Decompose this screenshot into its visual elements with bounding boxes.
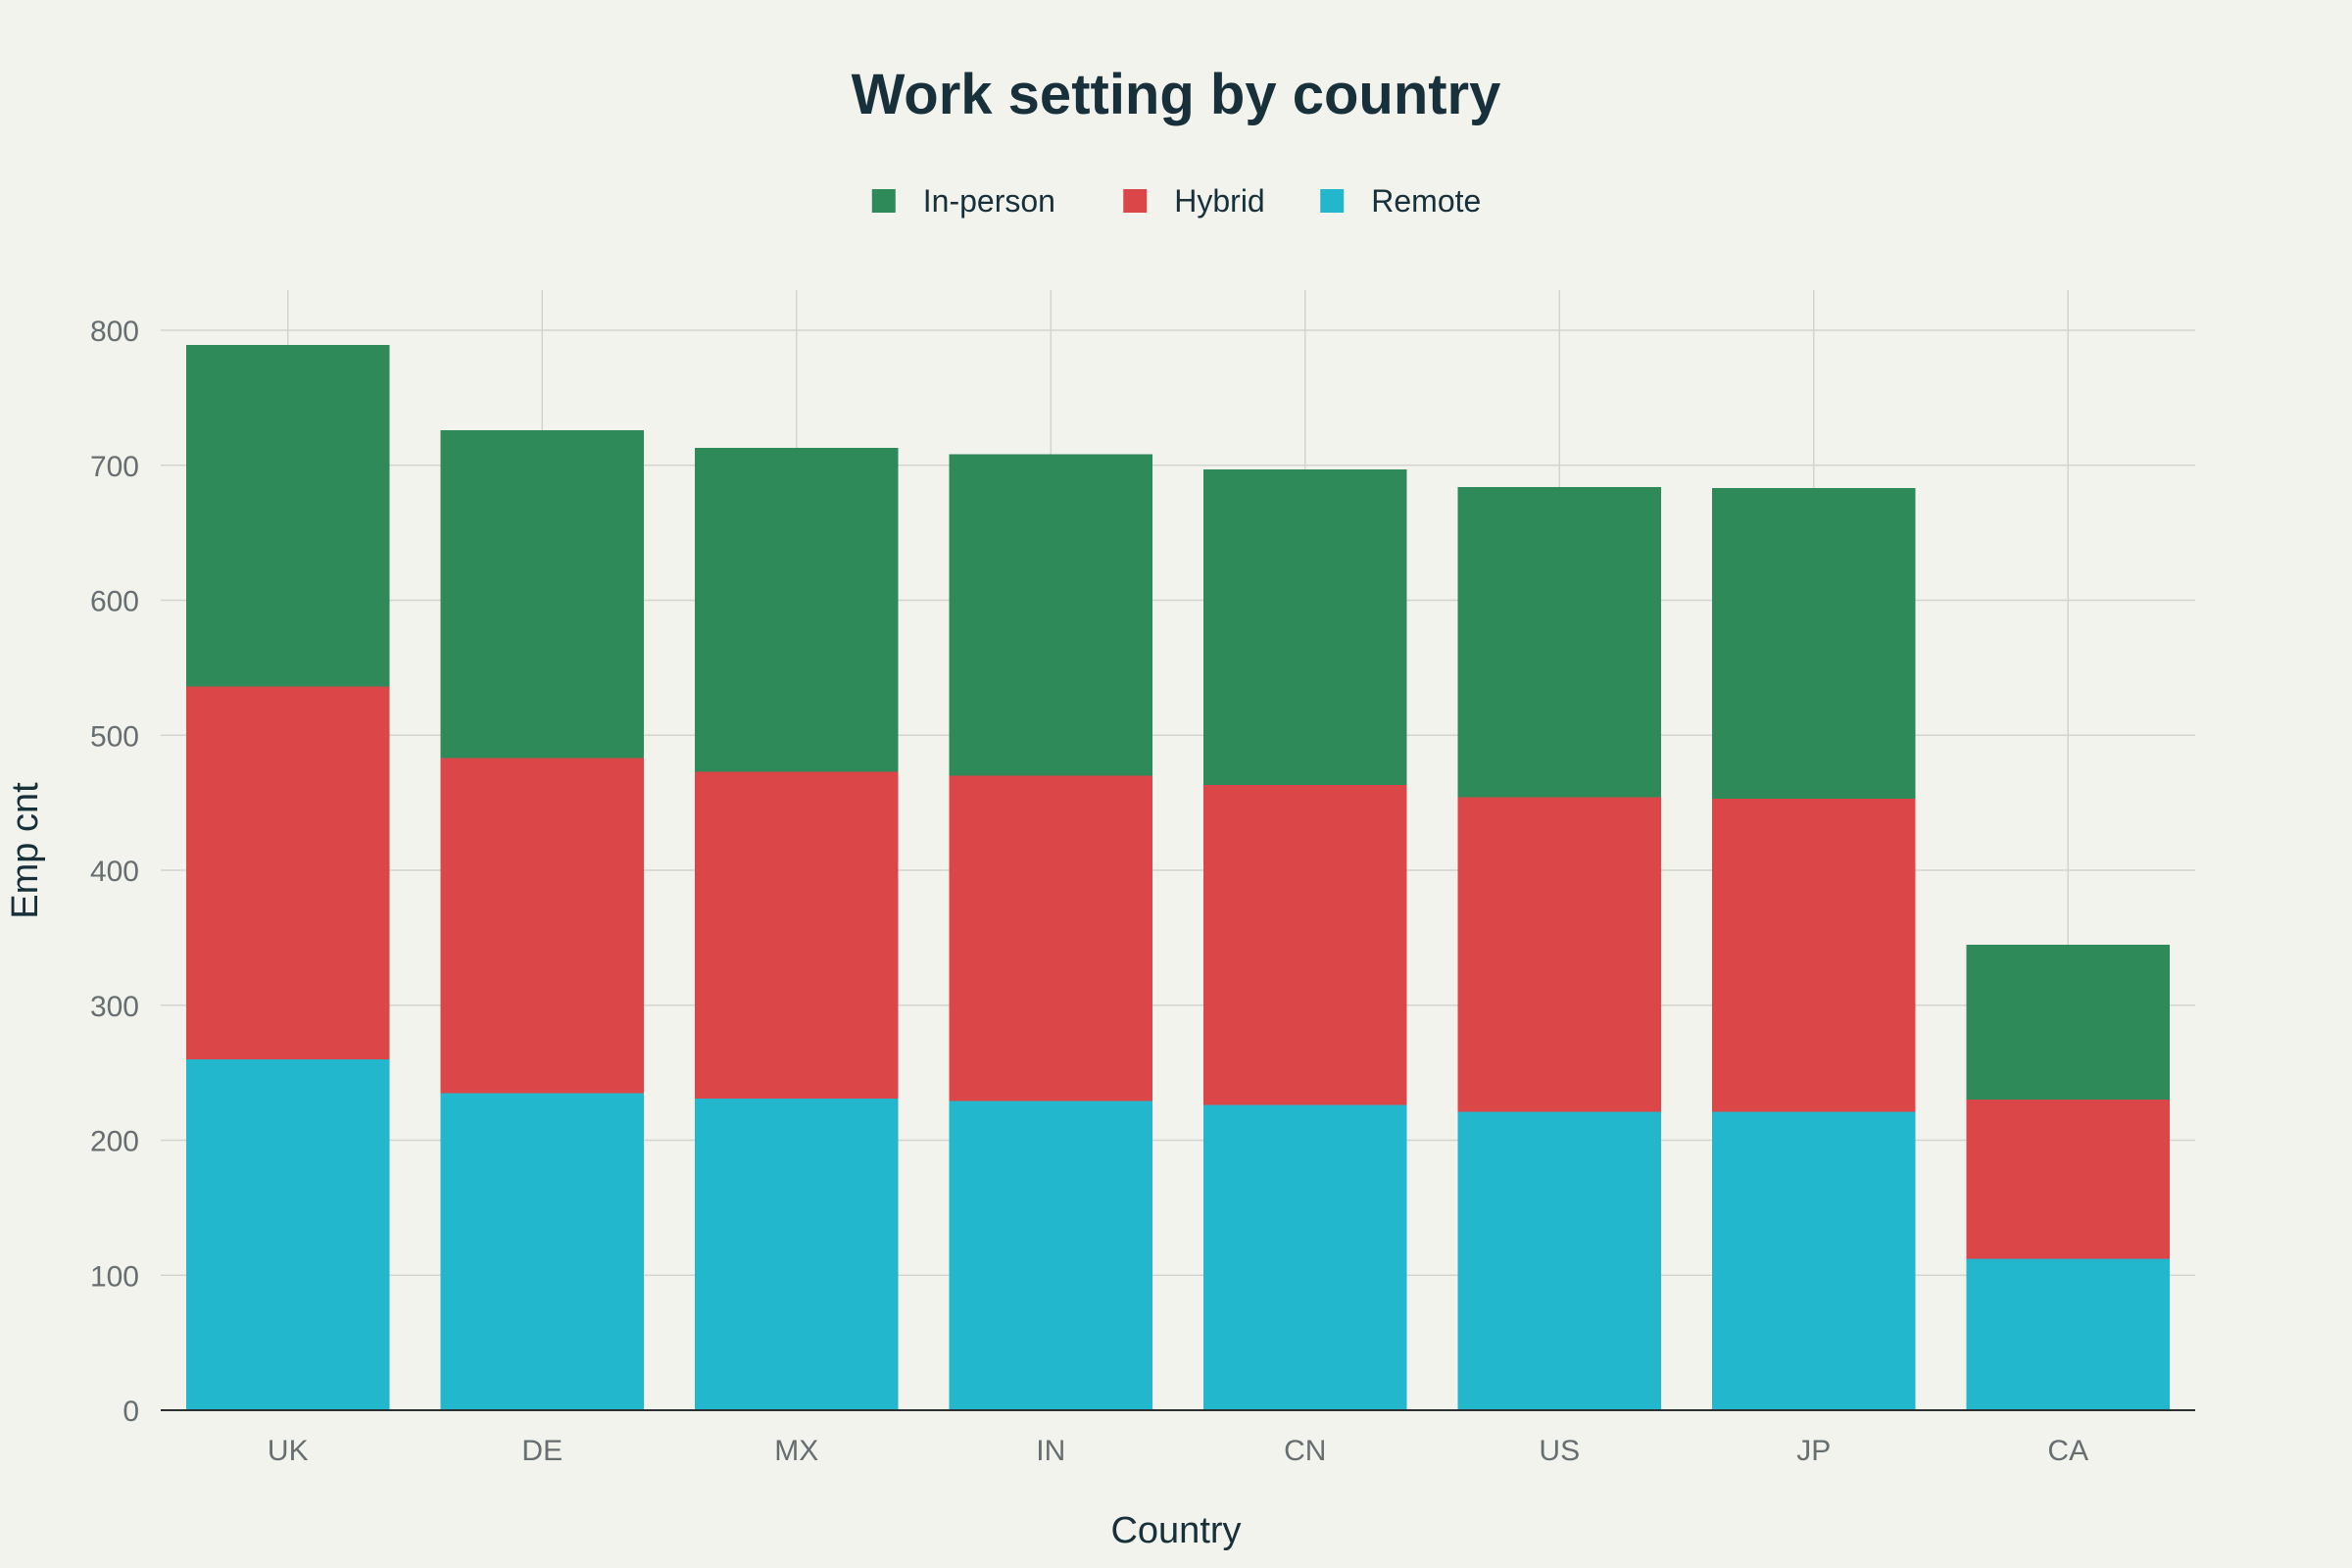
bar-remote-mx[interactable] (694, 1098, 899, 1410)
bar-remote-jp[interactable] (1711, 1111, 1916, 1410)
x-tick-label: JP (1796, 1435, 1831, 1467)
legend-label: In-person (923, 183, 1055, 219)
y-axis-title: Emp cnt (5, 782, 46, 919)
bar-remote-de[interactable] (440, 1093, 645, 1410)
legend-item-hybrid[interactable]: Hybrid (1123, 183, 1265, 219)
bar-remote-in[interactable] (949, 1101, 1153, 1410)
x-tick-label: US (1539, 1435, 1580, 1467)
bar-in-person-cn[interactable] (1202, 468, 1407, 786)
legend-item-remote[interactable]: Remote (1320, 183, 1481, 219)
bar-hybrid-us[interactable] (1457, 797, 1662, 1112)
y-tick-label: 0 (122, 1396, 139, 1428)
bar-hybrid-jp[interactable] (1711, 798, 1916, 1112)
bar-in-person-us[interactable] (1457, 486, 1662, 798)
bar-in-person-de[interactable] (440, 429, 645, 759)
x-tick-label: DE (521, 1435, 563, 1467)
bar-hybrid-cn[interactable] (1202, 785, 1407, 1105)
legend-label: Remote (1371, 183, 1481, 219)
x-tick-label: CA (2047, 1435, 2088, 1467)
legend: In-person Hybrid Remote (871, 183, 1481, 219)
bar-in-person-in[interactable] (949, 454, 1153, 776)
bar-hybrid-ca[interactable] (1966, 1100, 2171, 1259)
y-tick-label: 800 (90, 316, 139, 348)
bar-hybrid-uk[interactable] (185, 686, 390, 1059)
bar-in-person-uk[interactable] (185, 345, 390, 687)
x-tick-label: UK (268, 1435, 309, 1467)
axes: 0 100 200 300 400 500 600 700 800 UK DE MX IN CN US JP C… (90, 316, 2195, 1467)
bar-hybrid-in[interactable] (949, 775, 1153, 1102)
x-tick-label: IN (1036, 1435, 1065, 1467)
y-tick-label: 300 (90, 991, 139, 1023)
y-tick-label: 200 (90, 1126, 139, 1158)
bar-in-person-ca[interactable] (1966, 944, 2171, 1101)
bar-remote-us[interactable] (1457, 1111, 1662, 1410)
bar-remote-uk[interactable] (185, 1058, 390, 1410)
legend-label: Hybrid (1174, 183, 1264, 219)
bar-in-person-mx[interactable] (694, 447, 899, 772)
legend-item-in-person[interactable]: In-person (871, 183, 1055, 219)
chart-title: Work setting by country (852, 63, 1501, 126)
y-tick-label: 700 (90, 451, 139, 483)
y-tick-label: 500 (90, 720, 139, 753)
bar-remote-ca[interactable] (1966, 1258, 2171, 1410)
x-axis-title: Country (1110, 1510, 1241, 1551)
legend-swatch (871, 189, 896, 213)
x-tick-label: MX (774, 1435, 818, 1467)
bar-remote-cn[interactable] (1202, 1104, 1407, 1410)
x-tick-label: CN (1284, 1435, 1326, 1467)
y-tick-label: 400 (90, 856, 139, 888)
bar-hybrid-mx[interactable] (694, 771, 899, 1099)
y-tick-label: 600 (90, 586, 139, 618)
bars (185, 345, 2171, 1410)
y-tick-label: 100 (90, 1260, 139, 1293)
legend-swatch (1320, 189, 1345, 213)
legend-swatch (1123, 189, 1148, 213)
bar-in-person-jp[interactable] (1711, 488, 1916, 799)
bar-hybrid-de[interactable] (440, 758, 645, 1094)
